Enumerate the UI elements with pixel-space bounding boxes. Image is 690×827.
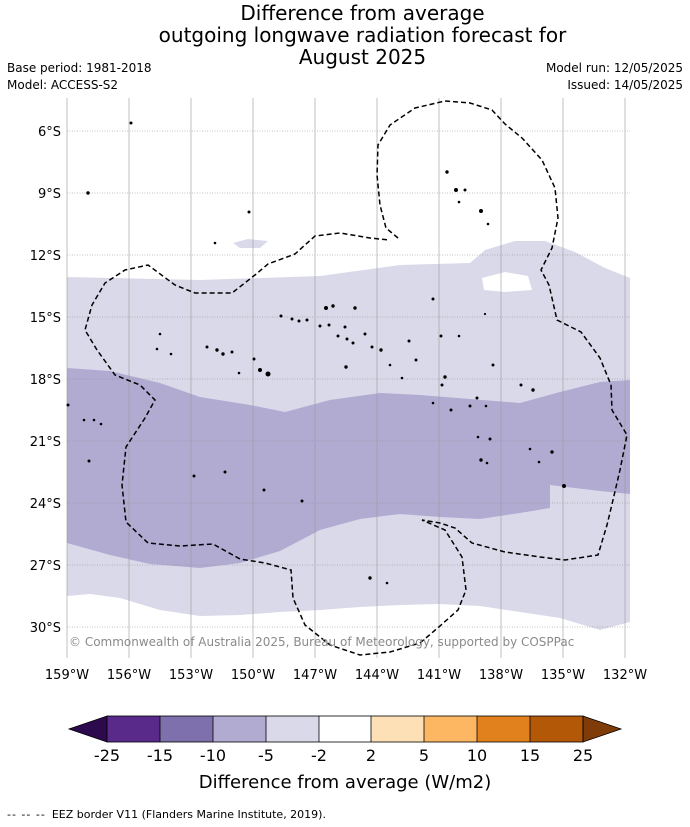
lat-label: 6°S (38, 125, 61, 140)
footer-legend: -- -- -- EEZ border V11 (Flanders Marine … (7, 808, 326, 821)
colorbar-tick: 15 (520, 746, 540, 765)
lat-label: 12°S (30, 249, 61, 264)
colorbar-tick: 25 (573, 746, 593, 765)
lon-label: 153°W (169, 668, 213, 683)
colorbar-label: Difference from average (W/m2) (199, 772, 491, 793)
colorbar-swatch (213, 716, 266, 742)
colorbar-tick: 10 (467, 746, 487, 765)
colorbar-under-arrow (67, 715, 108, 743)
lon-gridlines (66, 98, 626, 658)
colorbar-swatch (160, 716, 213, 742)
lat-label: 18°S (30, 373, 61, 388)
colorbar-swatch (477, 716, 530, 742)
colorbar-swatch (319, 716, 371, 742)
lon-label: 141°W (417, 668, 461, 683)
lon-label: 150°W (231, 668, 275, 683)
model-name: Model: ACCESS-S2 (7, 78, 119, 92)
lon-labels: 159°W 156°W 153°W 150°W 147°W 144°W 141°… (45, 668, 647, 683)
eez-legend-text: EEZ border V11 (Flanders Marine Institut… (51, 808, 326, 821)
colorbar-tick: 2 (366, 746, 376, 765)
lat-label: 15°S (30, 311, 61, 326)
lon-label: 138°W (479, 668, 523, 683)
lon-label: 159°W (45, 668, 89, 683)
lon-label: 147°W (293, 668, 337, 683)
meta-left: Base period: 1981-2018 Model: ACCESS-S2 (7, 60, 152, 94)
lat-label: 24°S (30, 497, 61, 512)
colorbar-over-arrow (582, 715, 623, 743)
title-line-3: August 2025 (298, 45, 427, 69)
lon-label: 144°W (355, 668, 399, 683)
lat-label: 21°S (30, 435, 61, 450)
lon-label: 156°W (107, 668, 151, 683)
title-line-2: outgoing longwave radiation forecast for (158, 23, 567, 47)
chart-title: Difference from average outgoing longwav… (0, 2, 690, 68)
lon-label: 135°W (541, 668, 585, 683)
lat-label: 9°S (38, 187, 61, 202)
colorbar: -25 -15 -10 -5 -2 2 5 10 15 25 Differenc… (67, 715, 623, 793)
meta-right: Model run: 12/05/2025 Issued: 14/05/2025 (546, 60, 683, 94)
lat-label: 30°S (30, 621, 61, 636)
colorbar-swatch (266, 716, 319, 742)
islands (66, 121, 566, 585)
model-run: Model run: 12/05/2025 (545, 61, 683, 75)
anomaly-medium-region (67, 368, 630, 568)
colorbar-swatch (107, 716, 160, 742)
eez-border-line (84, 100, 628, 656)
eez-legend-marker: -- -- -- (7, 808, 46, 821)
copyright-text: © Commonwealth of Australia 2025, Bureau… (69, 635, 574, 649)
colorbar-swatch (530, 716, 583, 742)
base-period: Base period: 1981-2018 (7, 61, 152, 75)
map-figure: 6°S 9°S 12°S 15°S 18°S 21°S 24°S 27°S 30… (30, 98, 647, 793)
colorbar-tick: -15 (147, 746, 173, 765)
colorbar-tick: -5 (258, 746, 274, 765)
colorbar-tick: -25 (94, 746, 120, 765)
lat-label: 27°S (30, 559, 61, 574)
map-plot-area (66, 98, 630, 658)
colorbar-tick: -10 (200, 746, 226, 765)
issued-date: Issued: 14/05/2025 (567, 78, 683, 92)
lon-label: 132°W (603, 668, 647, 683)
lat-labels: 6°S 9°S 12°S 15°S 18°S 21°S 24°S 27°S 30… (30, 125, 61, 636)
colorbar-tick: -2 (311, 746, 327, 765)
title-line-1: Difference from average (240, 1, 485, 25)
colorbar-swatch (371, 716, 424, 742)
colorbar-tick: 5 (419, 746, 429, 765)
colorbar-swatch (424, 716, 477, 742)
